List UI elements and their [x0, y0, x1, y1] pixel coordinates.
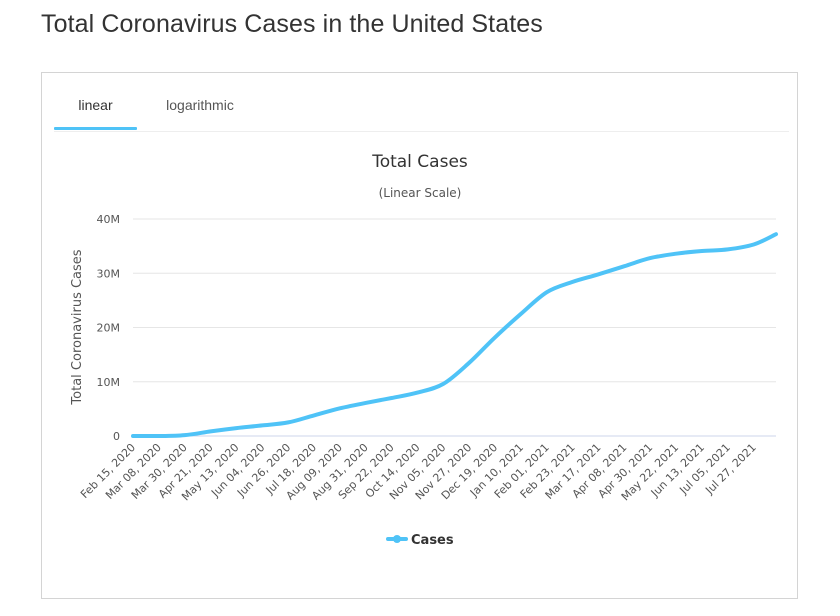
legend-item-cases[interactable]: Cases	[386, 533, 454, 548]
chart-subtitle: (Linear Scale)	[379, 186, 462, 200]
cases-data-point[interactable]	[648, 256, 652, 260]
tab-linear[interactable]: linear	[78, 97, 113, 113]
cases-data-point[interactable]	[726, 247, 730, 251]
y-axis-title: Total Coronavirus Cases	[70, 249, 85, 405]
cases-data-point[interactable]	[390, 396, 394, 400]
cases-data-point[interactable]	[416, 391, 420, 395]
y-tick-label: 20M	[97, 322, 121, 335]
cases-data-point[interactable]	[209, 429, 213, 433]
y-tick-label: 0	[113, 430, 120, 443]
gridlines	[133, 218, 776, 383]
cases-data-point[interactable]	[234, 426, 238, 430]
cases-data-point[interactable]	[467, 361, 471, 365]
cases-data-point[interactable]	[364, 401, 368, 405]
cases-data-point[interactable]	[519, 312, 523, 316]
cases-data-point[interactable]	[131, 434, 135, 438]
chart-title: Total Cases	[371, 152, 468, 172]
cases-data-point[interactable]	[597, 272, 601, 276]
y-tick-label: 10M	[97, 376, 121, 389]
cases-data-point[interactable]	[493, 335, 497, 339]
y-tick-label: 30M	[97, 267, 121, 280]
cases-data-point[interactable]	[622, 264, 626, 268]
cases-data-point[interactable]	[338, 406, 342, 410]
tab-logarithmic[interactable]: logarithmic	[166, 97, 234, 113]
cases-data-point[interactable]	[441, 382, 445, 386]
y-axis-ticks: 0 10M 20M 30M 40M	[97, 213, 121, 443]
cases-data-point[interactable]	[157, 434, 161, 438]
cases-data-point[interactable]	[286, 420, 290, 424]
active-tab-indicator	[54, 127, 137, 130]
cases-data-point[interactable]	[674, 252, 678, 256]
legend: Cases	[386, 533, 454, 548]
cases-data-point[interactable]	[312, 413, 316, 417]
cases-data-point[interactable]	[545, 290, 549, 294]
legend-label-cases: Cases	[411, 533, 454, 548]
cases-data-point[interactable]	[752, 243, 756, 247]
cases-data-point[interactable]	[571, 280, 575, 284]
cases-line[interactable]	[131, 232, 778, 439]
cases-data-point[interactable]	[260, 423, 264, 427]
cases-data-point[interactable]	[774, 232, 778, 236]
scale-tabs: linear logarithmic	[54, 91, 789, 132]
legend-marker	[393, 535, 401, 543]
chart-panel: linear logarithmic	[41, 72, 798, 599]
y-tick-label: 40M	[97, 213, 121, 226]
series-cases	[131, 232, 778, 439]
cases-data-point[interactable]	[700, 249, 704, 253]
cases-data-point[interactable]	[183, 433, 187, 437]
page-title: Total Coronavirus Cases in the United St…	[41, 10, 543, 38]
